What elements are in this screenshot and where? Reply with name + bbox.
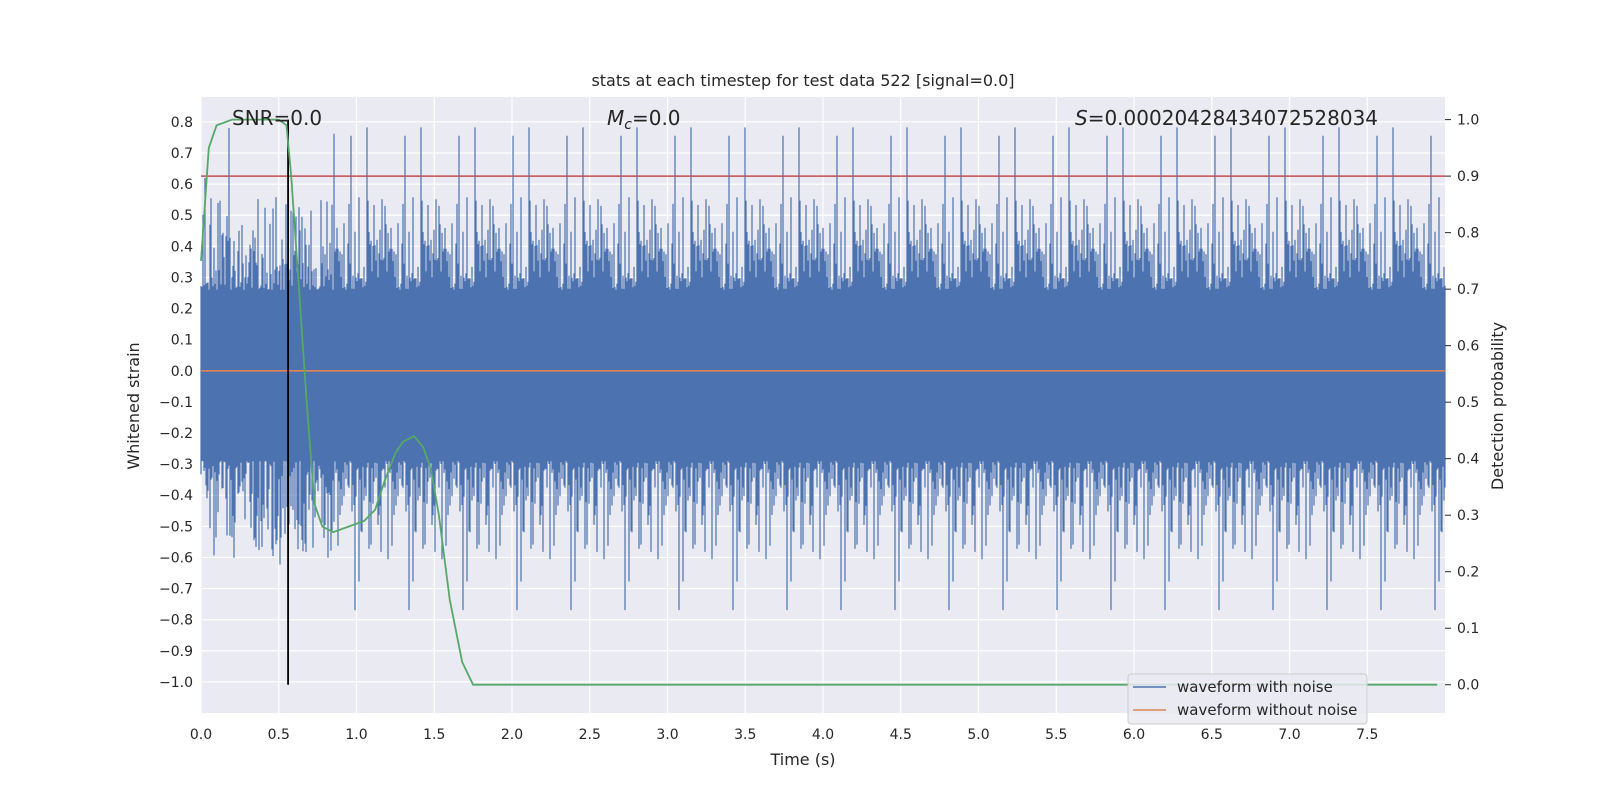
y-tick-label: −0.6	[159, 550, 193, 566]
y-tick-label: 0.4	[171, 239, 193, 255]
y-right-tick-label: 0.7	[1457, 282, 1479, 298]
legend: waveform with noise waveform without noi…	[1127, 673, 1368, 725]
x-tick-label: 4.5	[890, 727, 912, 743]
x-tick-label: 3.0	[656, 727, 678, 743]
y-right-tick-label: 0.8	[1457, 226, 1479, 242]
legend-label-clean: waveform without noise	[1177, 701, 1357, 719]
y-tick-label: 0.2	[171, 302, 193, 318]
y-right-tick-label: 1.0	[1457, 113, 1479, 129]
series-lines	[200, 118, 1445, 686]
y-right-axis-ticks: 1.0 0.9 0.8 0.7 0.6 0.5 0.4 0.3 0.2 0.1 0.0	[1445, 113, 1479, 694]
y-right-axis-label: Detection probability	[1488, 322, 1507, 490]
y-right-tick-label: 0.9	[1457, 169, 1479, 185]
x-tick-label: 5.5	[1045, 727, 1067, 743]
y-tick-label: 0.1	[171, 333, 193, 349]
mc-annotation: Mc=0.0	[607, 106, 681, 133]
y-tick-label: 0.8	[171, 115, 193, 131]
y-tick-label: −1.0	[159, 675, 193, 691]
y-tick-label: 0.0	[171, 364, 193, 380]
x-tick-label: 1.5	[423, 727, 445, 743]
y-tick-label: −0.9	[159, 644, 193, 660]
x-tick-label: 0.0	[190, 727, 212, 743]
x-tick-label: 7.0	[1278, 727, 1300, 743]
x-tick-label: 1.0	[345, 727, 367, 743]
x-tick-label: 5.0	[967, 727, 989, 743]
x-tick-label: 2.0	[501, 727, 523, 743]
y-tick-label: 0.5	[171, 208, 193, 224]
y-tick-label: −0.7	[159, 582, 193, 598]
legend-label-noise: waveform with noise	[1177, 678, 1333, 696]
series-detection-probability	[200, 118, 1438, 686]
y-tick-label: −0.5	[159, 519, 193, 535]
snr-annotation: SNR=0.0	[232, 106, 322, 130]
series-waveform-with-noise	[200, 127, 1446, 611]
x-tick-label: 4.0	[812, 727, 834, 743]
x-axis-ticks: 0.0 0.5 1.0 1.5 2.0 2.5 3.0 3.5 4.0 4.5 5.0 5.5 6.0 6…	[190, 727, 1379, 743]
x-tick-label: 2.5	[579, 727, 601, 743]
y-right-tick-label: 0.2	[1457, 565, 1479, 581]
y-tick-label: 0.3	[171, 270, 193, 286]
y-tick-label: −0.4	[159, 488, 193, 504]
y-tick-label: 0.7	[171, 146, 193, 162]
y-right-tick-label: 0.0	[1457, 678, 1479, 694]
y-tick-label: −0.1	[159, 395, 193, 411]
chart-title: stats at each timestep for test data 522…	[591, 71, 1014, 90]
y-tick-label: −0.2	[159, 426, 193, 442]
y-right-tick-label: 0.3	[1457, 508, 1479, 524]
y-tick-label: −0.8	[159, 613, 193, 629]
y-axis-ticks: 0.8 0.7 0.6 0.5 0.4 0.3 0.2 0.1 0.0 −0.1 −0.2 −0.3 −…	[159, 115, 193, 691]
x-tick-label: 6.5	[1201, 727, 1223, 743]
y-right-tick-label: 0.6	[1457, 339, 1479, 355]
x-axis-label: Time (s)	[769, 750, 835, 769]
s-annotation: S=0.00020428434072528034	[1075, 106, 1378, 130]
y-right-tick-label: 0.5	[1457, 395, 1479, 411]
x-tick-label: 7.5	[1356, 727, 1378, 743]
y-right-tick-label: 0.1	[1457, 621, 1479, 637]
x-tick-label: 3.5	[734, 727, 756, 743]
x-tick-label: 0.5	[268, 727, 290, 743]
y-right-tick-label: 0.4	[1457, 452, 1479, 468]
x-tick-label: 6.0	[1123, 727, 1145, 743]
y-tick-label: −0.3	[159, 457, 193, 473]
y-axis-label: Whitened strain	[124, 342, 143, 469]
y-tick-label: 0.6	[171, 177, 193, 193]
